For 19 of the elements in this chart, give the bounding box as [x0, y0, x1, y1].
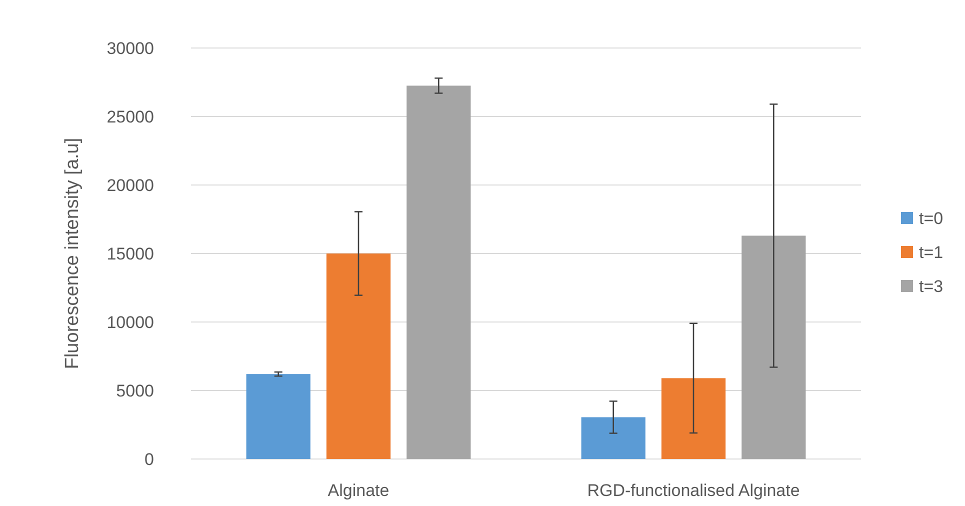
y-tick-label: 0	[144, 450, 154, 469]
bar	[742, 236, 806, 459]
y-tick-label: 10000	[106, 312, 154, 332]
y-axis-title: Fluorescence intensity [a.u]	[62, 138, 83, 370]
x-tick-label: RGD-functionalised Alginate	[587, 480, 800, 500]
bar	[581, 417, 646, 459]
legend-label: t=0	[919, 208, 944, 228]
y-tick-label: 5000	[116, 381, 154, 400]
y-tick-label: 25000	[106, 107, 154, 126]
x-tick-label: Alginate	[328, 480, 390, 500]
bar	[406, 86, 471, 459]
y-tick-label: 30000	[106, 38, 154, 58]
bar	[661, 378, 726, 459]
y-tick-label: 20000	[106, 176, 154, 195]
legend-label: t=1	[919, 242, 944, 262]
y-tick-label: 15000	[106, 244, 154, 264]
bar	[246, 374, 310, 459]
bar	[326, 254, 391, 459]
legend-label: t=3	[919, 276, 944, 296]
